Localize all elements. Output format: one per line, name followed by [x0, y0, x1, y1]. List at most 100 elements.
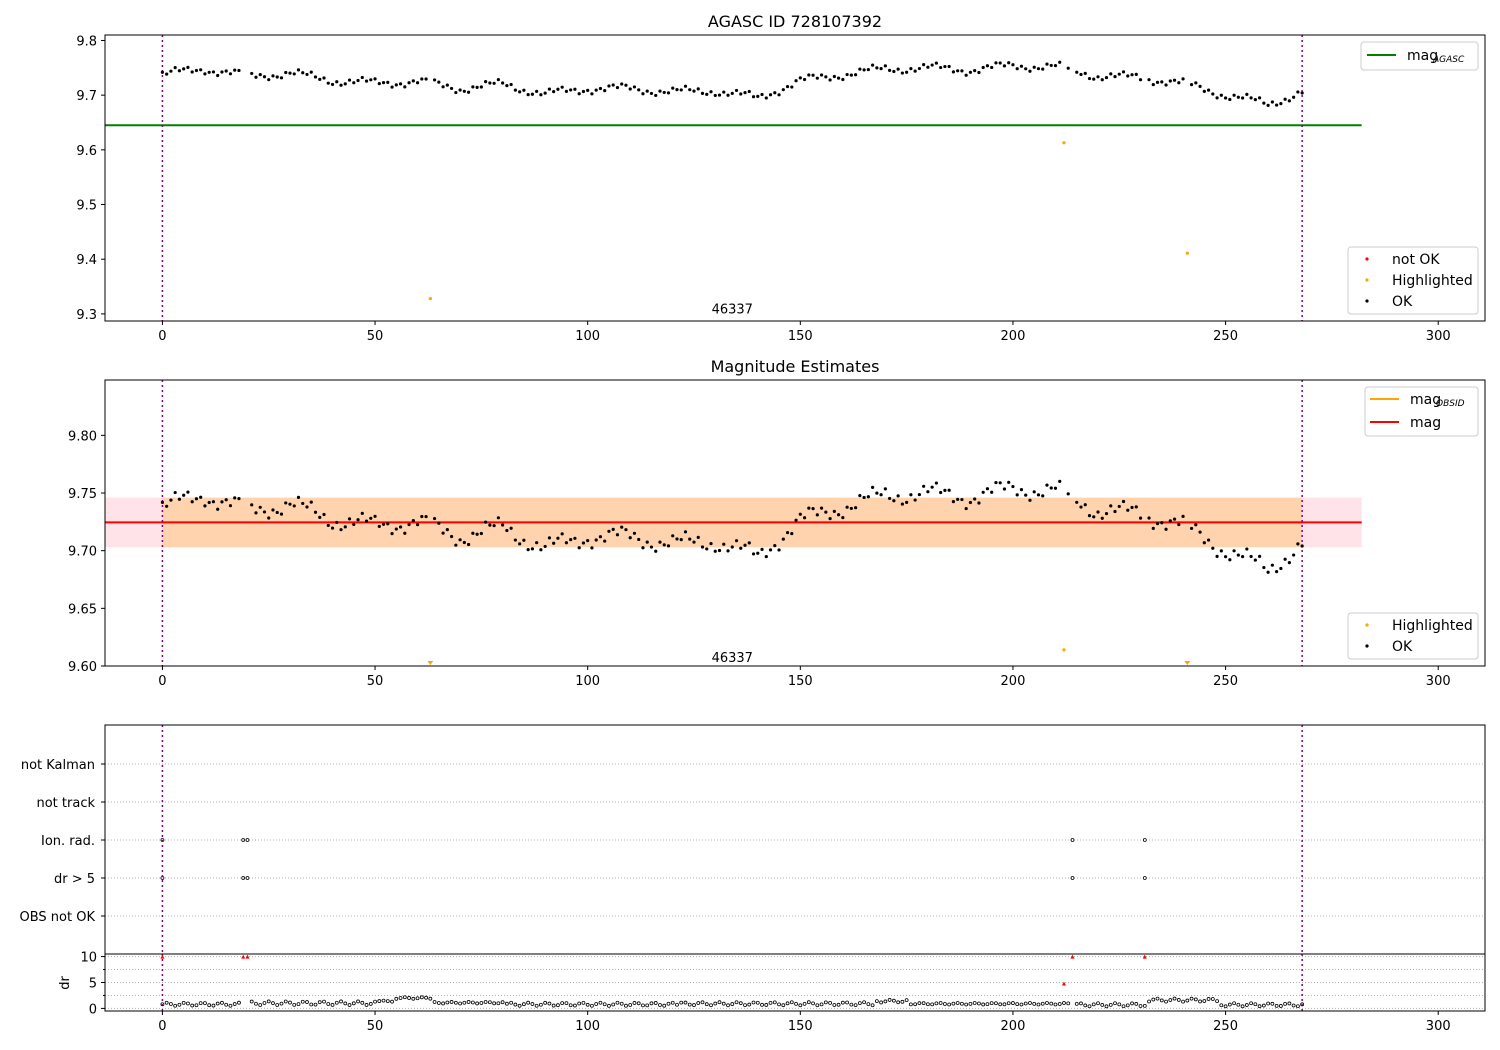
ok-point: [807, 506, 811, 510]
dr-point: [1249, 1001, 1254, 1006]
ok-point: [777, 93, 781, 97]
y-tick-label: 9.6: [76, 144, 97, 159]
ok-point: [505, 83, 509, 88]
ok-point: [165, 504, 169, 508]
ok-point: [1287, 561, 1291, 565]
dr-point: [1210, 997, 1215, 1001]
ok-point: [781, 88, 785, 92]
ok-point: [398, 82, 403, 86]
ok-point: [258, 72, 262, 77]
ok-point: [403, 531, 407, 535]
flag-marker: [1070, 838, 1075, 842]
dr-point: [1002, 1002, 1007, 1007]
ok-point: [1117, 72, 1121, 76]
ok-point: [1232, 549, 1236, 553]
highlighted-point: [1062, 141, 1066, 145]
dr-point: [713, 1001, 718, 1006]
ok-point: [726, 549, 730, 553]
dr-point: [1083, 1003, 1088, 1008]
y-tick-label: 5: [89, 977, 97, 992]
y-tick-label: 9.60: [68, 660, 97, 675]
dr-point: [994, 1001, 998, 1006]
ok-point: [288, 502, 292, 506]
ok-point: [381, 522, 386, 526]
ok-point: [186, 490, 190, 494]
ok-point: [713, 549, 717, 553]
y-tick-label: 9.4: [76, 253, 97, 268]
ok-point: [620, 82, 624, 86]
highlighted-point: [1062, 648, 1066, 652]
ok-point: [309, 500, 313, 504]
ok-point: [420, 77, 424, 81]
dr-point: [904, 998, 909, 1003]
ok-point: [1002, 64, 1007, 68]
ok-point: [347, 78, 352, 82]
ok-point: [768, 548, 773, 552]
highlighted-point: [1185, 251, 1189, 255]
ok-point: [824, 75, 828, 79]
x-tick-label: 150: [788, 674, 813, 689]
ok-point: [292, 504, 296, 508]
ok-point: [1066, 492, 1070, 496]
ok-point: [296, 495, 301, 499]
ok-point: [1092, 515, 1096, 519]
ok-point: [403, 85, 407, 89]
ok-point: [377, 82, 381, 86]
ok-point: [1228, 97, 1232, 102]
ok-point: [1249, 96, 1253, 100]
ok-point: [343, 525, 347, 529]
ok-point: [1172, 78, 1177, 82]
ok-point: [815, 76, 819, 80]
ok-point: [598, 535, 603, 539]
dr-point: [271, 1001, 275, 1006]
ok-point: [569, 538, 573, 542]
ok-point: [968, 70, 973, 74]
ok-point: [364, 519, 369, 523]
dr-point: [1232, 1001, 1236, 1006]
ok-point: [279, 76, 284, 80]
ok-point: [509, 526, 513, 530]
dr-point: [874, 999, 879, 1003]
ok-point: [1019, 64, 1024, 68]
dr-point: [483, 1000, 488, 1004]
ok-point: [352, 522, 356, 527]
ok-point: [284, 501, 288, 505]
ok-point: [1262, 565, 1266, 570]
dr-point: [330, 1003, 335, 1007]
ok-point: [645, 89, 649, 93]
x-tick-label: 200: [1001, 674, 1026, 689]
ok-point: [1130, 73, 1134, 77]
ok-point: [479, 531, 483, 536]
ok-point: [862, 495, 866, 500]
ok-point: [1109, 72, 1113, 76]
dr-point: [1032, 1001, 1037, 1006]
dr-point: [611, 1002, 616, 1007]
ok-point: [909, 493, 913, 497]
y-tick-label: 9.3: [76, 308, 97, 323]
ok-point: [220, 70, 224, 74]
legend-ok-marker: [1365, 299, 1369, 303]
ok-point: [356, 518, 360, 522]
ok-point: [1189, 526, 1194, 531]
dr-point: [1121, 1004, 1126, 1009]
ok-point: [956, 497, 960, 501]
ok-point: [705, 547, 709, 551]
ok-point: [262, 75, 267, 79]
ok-point: [462, 89, 466, 93]
dr-point: [1079, 1001, 1083, 1006]
dr-point: [1257, 1004, 1262, 1009]
dr-panel: 0 50 100 150 200 250 300 0 5 10 dr: [58, 951, 1486, 1034]
dr-point: [313, 1002, 318, 1007]
ok-point: [449, 534, 454, 539]
ok-point: [216, 73, 220, 78]
ok-point: [990, 65, 994, 70]
ok-point: [1096, 75, 1100, 79]
ok-point: [458, 88, 462, 92]
ok-point: [1041, 67, 1045, 71]
legend-mag-obsid-subscript: OBSID: [1436, 399, 1465, 409]
ok-point: [947, 488, 951, 492]
x-tick-label: 300: [1426, 1019, 1451, 1034]
agasc-line-legend: mag AGASC: [1360, 41, 1479, 71]
ok-point: [1168, 519, 1172, 523]
ok-point: [1147, 78, 1151, 82]
